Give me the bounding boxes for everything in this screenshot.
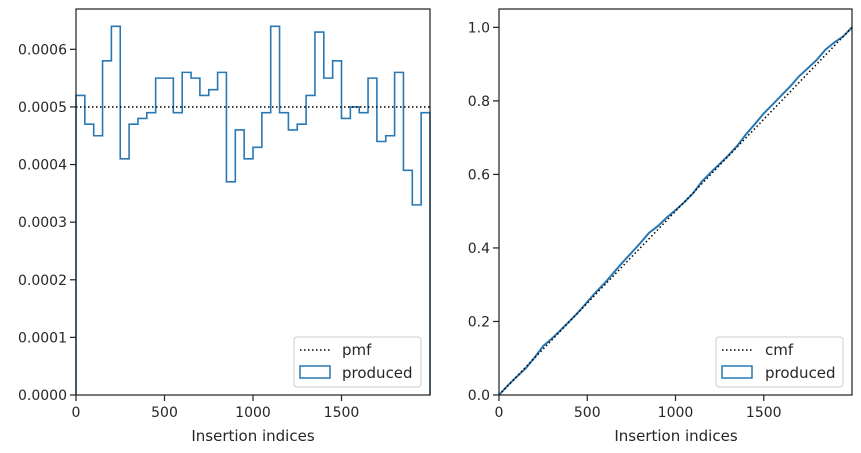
cmf-ytick-label: 1.0 xyxy=(468,20,490,36)
cmf-panel: 0 500 1000 1500 0.0 0.2 0.4 0.6 0.8 1.0 Insertion… xyxy=(468,8,853,445)
pmf-ytick-label: 0.0000 xyxy=(18,388,67,404)
pmf-ytick-label: 0.0004 xyxy=(18,158,67,174)
pmf-legend-produced-marker xyxy=(299,365,331,379)
pmf-legend-produced-label: produced xyxy=(342,364,413,382)
cmf-xtick-label: 1000 xyxy=(658,405,694,421)
pmf-plot-area xyxy=(75,25,431,395)
cmf-legend-produced-marker xyxy=(721,365,753,379)
cmf-ytick-label: 0.6 xyxy=(468,167,490,183)
pmf-xtick-label: 1000 xyxy=(235,405,271,421)
cmf-xtick-label: 1500 xyxy=(746,405,782,421)
cmf-ticks: 0 500 1000 1500 0.0 0.2 0.4 0.6 0.8 1.0 xyxy=(468,20,782,421)
cmf-legend-cmf-label: cmf xyxy=(765,341,794,359)
pmf-xtick-label: 1500 xyxy=(324,405,360,421)
pmf-legend-box xyxy=(293,336,422,388)
cmf-line xyxy=(498,26,853,396)
pmf-legend: pmf produced xyxy=(293,336,422,388)
cmf-ytick-label: 0.4 xyxy=(468,241,490,257)
pmf-ytick-label: 0.0002 xyxy=(18,273,67,289)
cmf-legend-produced-label: produced xyxy=(765,364,836,382)
produced-cumulative-line xyxy=(498,26,853,396)
pmf-legend-pmf-label: pmf xyxy=(342,341,372,359)
pmf-ticks: 0 500 1000 1500 0.0000 0.0001 0.0002 0.0003 0.00… xyxy=(18,42,359,421)
cmf-xlabel: Insertion indices xyxy=(614,427,737,445)
pmf-ytick-label: 0.0005 xyxy=(18,100,67,116)
pmf-xlabel: Insertion indices xyxy=(191,427,314,445)
cmf-xtick-label: 500 xyxy=(574,405,601,421)
pmf-xtick-label: 500 xyxy=(151,405,178,421)
pmf-panel: 0 500 1000 1500 0.0000 0.0001 0.0002 0.0003 0.00… xyxy=(18,8,431,445)
cmf-legend: cmf produced xyxy=(715,336,844,388)
cmf-ytick-label: 0.8 xyxy=(468,94,490,110)
pmf-ytick-label: 0.0003 xyxy=(18,215,67,231)
cmf-legend-box xyxy=(715,336,844,388)
pmf-ytick-label: 0.0001 xyxy=(18,330,67,346)
pmf-ytick-label: 0.0006 xyxy=(18,42,67,58)
cmf-plot-area xyxy=(498,26,853,396)
pmf-xtick-label: 0 xyxy=(72,405,81,421)
produced-histogram xyxy=(75,25,431,395)
cmf-ytick-label: 0.2 xyxy=(468,314,490,330)
cmf-xtick-label: 0 xyxy=(495,405,504,421)
cmf-ytick-label: 0.0 xyxy=(468,388,490,404)
